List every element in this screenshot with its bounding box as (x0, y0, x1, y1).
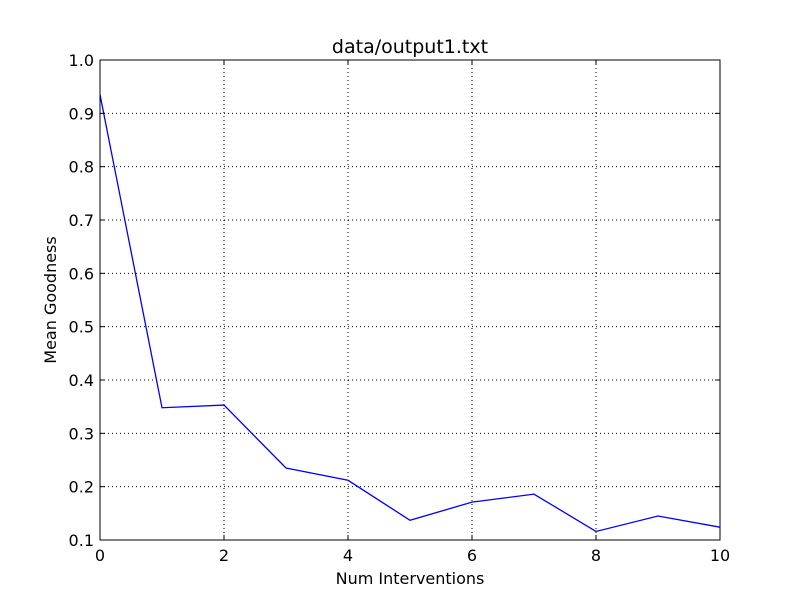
grid (99, 59, 721, 541)
y-tick-label: 0.9 (69, 104, 94, 123)
y-tick-label: 1.0 (69, 51, 94, 70)
x-tick-labels: 0 2 4 6 8 10 (95, 546, 730, 565)
y-tick-labels: 0.1 0.2 0.3 0.4 0.5 0.6 0.7 0.8 0.9 1.0 (69, 51, 94, 550)
x-axis-label: Num Interventions (336, 569, 485, 588)
y-tick-label: 0.1 (69, 531, 94, 550)
x-tick-label: 0 (95, 546, 105, 565)
plot-frame (99, 59, 721, 541)
x-tick-label: 10 (710, 546, 730, 565)
y-tick-label: 0.6 (69, 264, 94, 283)
x-tick-label: 4 (343, 546, 353, 565)
y-tick-label: 0.7 (69, 211, 94, 230)
x-tick-label: 2 (219, 546, 229, 565)
ticks (99, 59, 721, 541)
y-tick-label: 0.2 (69, 478, 94, 497)
series-line (99, 94, 721, 533)
y-tick-label: 0.5 (69, 318, 94, 337)
y-tick-label: 0.4 (69, 371, 94, 390)
y-tick-label: 0.3 (69, 424, 94, 443)
x-tick-label: 6 (467, 546, 477, 565)
series-layer (99, 94, 721, 533)
chart-title: data/output1.txt (332, 36, 488, 58)
x-tick-label: 8 (591, 546, 601, 565)
y-axis-label: Mean Goodness (41, 236, 60, 363)
y-tick-label: 0.8 (69, 158, 94, 177)
